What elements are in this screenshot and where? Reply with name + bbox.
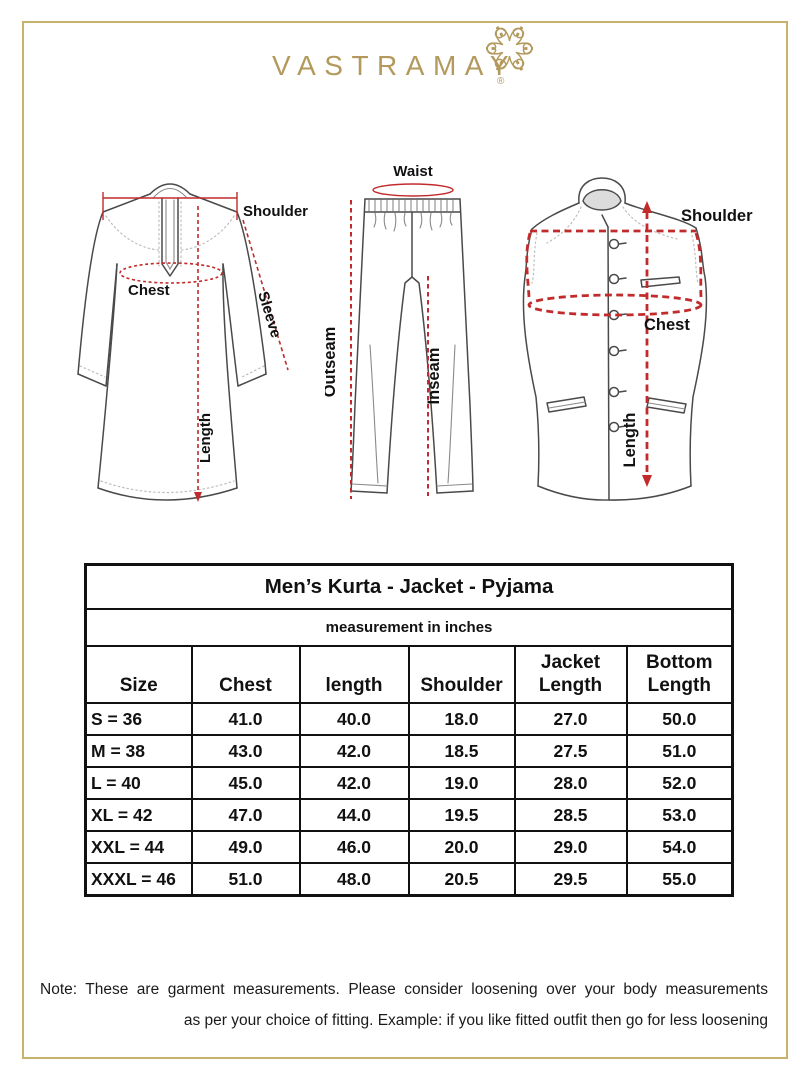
cell-shoulder: 20.5 bbox=[407, 862, 516, 897]
cell-length: 44.0 bbox=[298, 798, 410, 832]
table-row: M = 38 43.0 42.0 18.5 27.5 51.0 bbox=[84, 734, 734, 768]
pyjama-inseam-label: Inseam bbox=[425, 348, 443, 405]
kurta-shoulder-label: Shoulder bbox=[243, 203, 308, 220]
cell-chest: 43.0 bbox=[190, 734, 301, 768]
kurta-chest-label: Chest bbox=[128, 282, 170, 299]
cell-size: XXL = 44 bbox=[84, 830, 193, 864]
cell-size: L = 40 bbox=[84, 766, 193, 800]
header-length: length bbox=[298, 645, 410, 704]
cell-size: XXXL = 46 bbox=[84, 862, 193, 897]
table-row: L = 40 45.0 42.0 19.0 28.0 52.0 bbox=[84, 766, 734, 800]
header-chest: Chest bbox=[190, 645, 301, 704]
cell-shoulder: 18.0 bbox=[407, 702, 516, 736]
cell-jacket-length: 29.5 bbox=[513, 862, 628, 897]
cell-chest: 47.0 bbox=[190, 798, 301, 832]
cell-bottom-length: 52.0 bbox=[625, 766, 734, 800]
table-header-row: Size Chest length Shoulder Jacket Length… bbox=[84, 645, 734, 704]
table-row: XL = 42 47.0 44.0 19.5 28.5 53.0 bbox=[84, 798, 734, 832]
cell-bottom-length: 50.0 bbox=[625, 702, 734, 736]
size-chart-table: Men’s Kurta - Jacket - Pyjama measuremen… bbox=[84, 563, 735, 897]
cell-bottom-length: 53.0 bbox=[625, 798, 734, 832]
floral-swirl-mandala-icon bbox=[486, 25, 533, 72]
table-row: XXXL = 46 51.0 48.0 20.5 29.5 55.0 bbox=[84, 862, 734, 897]
table-subtitle-row: measurement in inches bbox=[84, 608, 734, 647]
note-line-2: as per your choice of fitting. Example: … bbox=[183, 1012, 768, 1029]
cell-jacket-length: 29.0 bbox=[513, 830, 628, 864]
brand-logo: VASTRAMAY bbox=[272, 50, 518, 81]
note-line-1: Note: These are garment measurements. Pl… bbox=[40, 981, 768, 998]
cell-bottom-length: 54.0 bbox=[625, 830, 734, 864]
cell-shoulder: 18.5 bbox=[407, 734, 516, 768]
jacket-chest-label: Chest bbox=[644, 316, 690, 334]
jacket-measurement-diagram: Shoulder Chest Length bbox=[522, 177, 753, 501]
cell-size: XL = 42 bbox=[84, 798, 193, 832]
header-shoulder: Shoulder bbox=[407, 645, 516, 704]
cell-shoulder: 19.0 bbox=[407, 766, 516, 800]
cell-chest: 51.0 bbox=[190, 862, 301, 897]
kurta-length-label: Length bbox=[197, 413, 214, 463]
cell-length: 42.0 bbox=[298, 734, 410, 768]
header-bottom-length: Bottom Length bbox=[625, 645, 734, 704]
table-row: S = 36 41.0 40.0 18.0 27.0 50.0 bbox=[84, 702, 734, 736]
cell-size: M = 38 bbox=[84, 734, 193, 768]
table-subtitle: measurement in inches bbox=[84, 608, 734, 647]
cell-jacket-length: 27.0 bbox=[513, 702, 628, 736]
pyjama-waist-label: Waist bbox=[393, 163, 432, 180]
cell-length: 48.0 bbox=[298, 862, 410, 897]
note-text: Note: These are garment measurements. Pl… bbox=[40, 974, 768, 1036]
jacket-shoulder-label: Shoulder bbox=[681, 207, 753, 225]
cell-size: S = 36 bbox=[84, 702, 193, 736]
kurta-measurement-diagram: Shoulder Chest Sleeve Length bbox=[77, 183, 308, 502]
cell-length: 42.0 bbox=[298, 766, 410, 800]
jacket-length-label: Length bbox=[621, 413, 639, 468]
cell-chest: 41.0 bbox=[190, 702, 301, 736]
cell-jacket-length: 28.0 bbox=[513, 766, 628, 800]
cell-shoulder: 19.5 bbox=[407, 798, 516, 832]
cell-jacket-length: 27.5 bbox=[513, 734, 628, 768]
cell-length: 46.0 bbox=[298, 830, 410, 864]
cell-bottom-length: 55.0 bbox=[625, 862, 734, 897]
table-title: Men’s Kurta - Jacket - Pyjama bbox=[84, 563, 734, 610]
header-size: Size bbox=[84, 645, 193, 704]
header-jacket-length: Jacket Length bbox=[513, 645, 628, 704]
cell-length: 40.0 bbox=[298, 702, 410, 736]
cell-bottom-length: 51.0 bbox=[625, 734, 734, 768]
cell-shoulder: 20.0 bbox=[407, 830, 516, 864]
cell-chest: 45.0 bbox=[190, 766, 301, 800]
table-title-row: Men’s Kurta - Jacket - Pyjama bbox=[84, 563, 734, 610]
cell-chest: 49.0 bbox=[190, 830, 301, 864]
registered-trademark: ® bbox=[497, 76, 505, 87]
table-row: XXL = 44 49.0 46.0 20.0 29.0 54.0 bbox=[84, 830, 734, 864]
pyjama-measurement-diagram: Waist Outseam Inseam bbox=[325, 163, 474, 499]
cell-jacket-length: 28.5 bbox=[513, 798, 628, 832]
pyjama-outseam-label: Outseam bbox=[325, 327, 339, 398]
